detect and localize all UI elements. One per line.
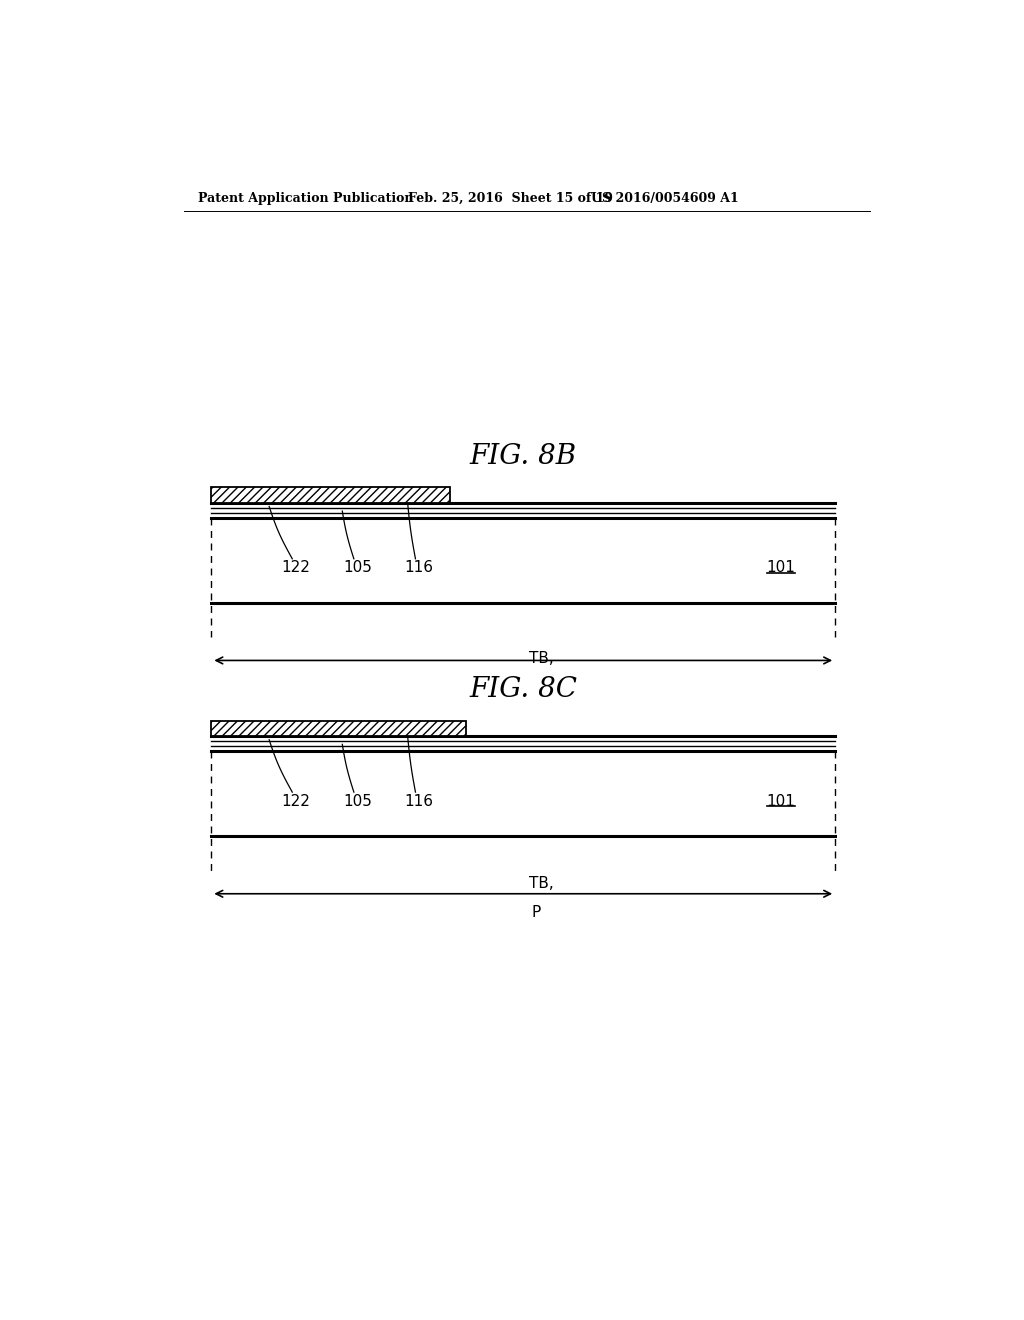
Text: FIG. 8B: FIG. 8B bbox=[470, 444, 577, 470]
Text: TB,: TB, bbox=[529, 651, 554, 667]
Bar bbox=[211, 487, 451, 503]
Text: 101: 101 bbox=[767, 793, 796, 809]
Text: P: P bbox=[531, 904, 541, 920]
Text: TB,: TB, bbox=[529, 875, 554, 891]
Text: Patent Application Publication: Patent Application Publication bbox=[199, 191, 414, 205]
Text: 116: 116 bbox=[404, 561, 434, 576]
Text: US 2016/0054609 A1: US 2016/0054609 A1 bbox=[591, 191, 738, 205]
Text: 101: 101 bbox=[767, 561, 796, 576]
Text: 105: 105 bbox=[343, 793, 372, 809]
Text: 122: 122 bbox=[282, 561, 310, 576]
Text: 122: 122 bbox=[282, 793, 310, 809]
Bar bbox=[211, 721, 466, 737]
Text: 116: 116 bbox=[404, 793, 434, 809]
Text: 105: 105 bbox=[343, 561, 372, 576]
Text: FIG. 8C: FIG. 8C bbox=[469, 676, 578, 704]
Text: Feb. 25, 2016  Sheet 15 of 19: Feb. 25, 2016 Sheet 15 of 19 bbox=[408, 191, 612, 205]
